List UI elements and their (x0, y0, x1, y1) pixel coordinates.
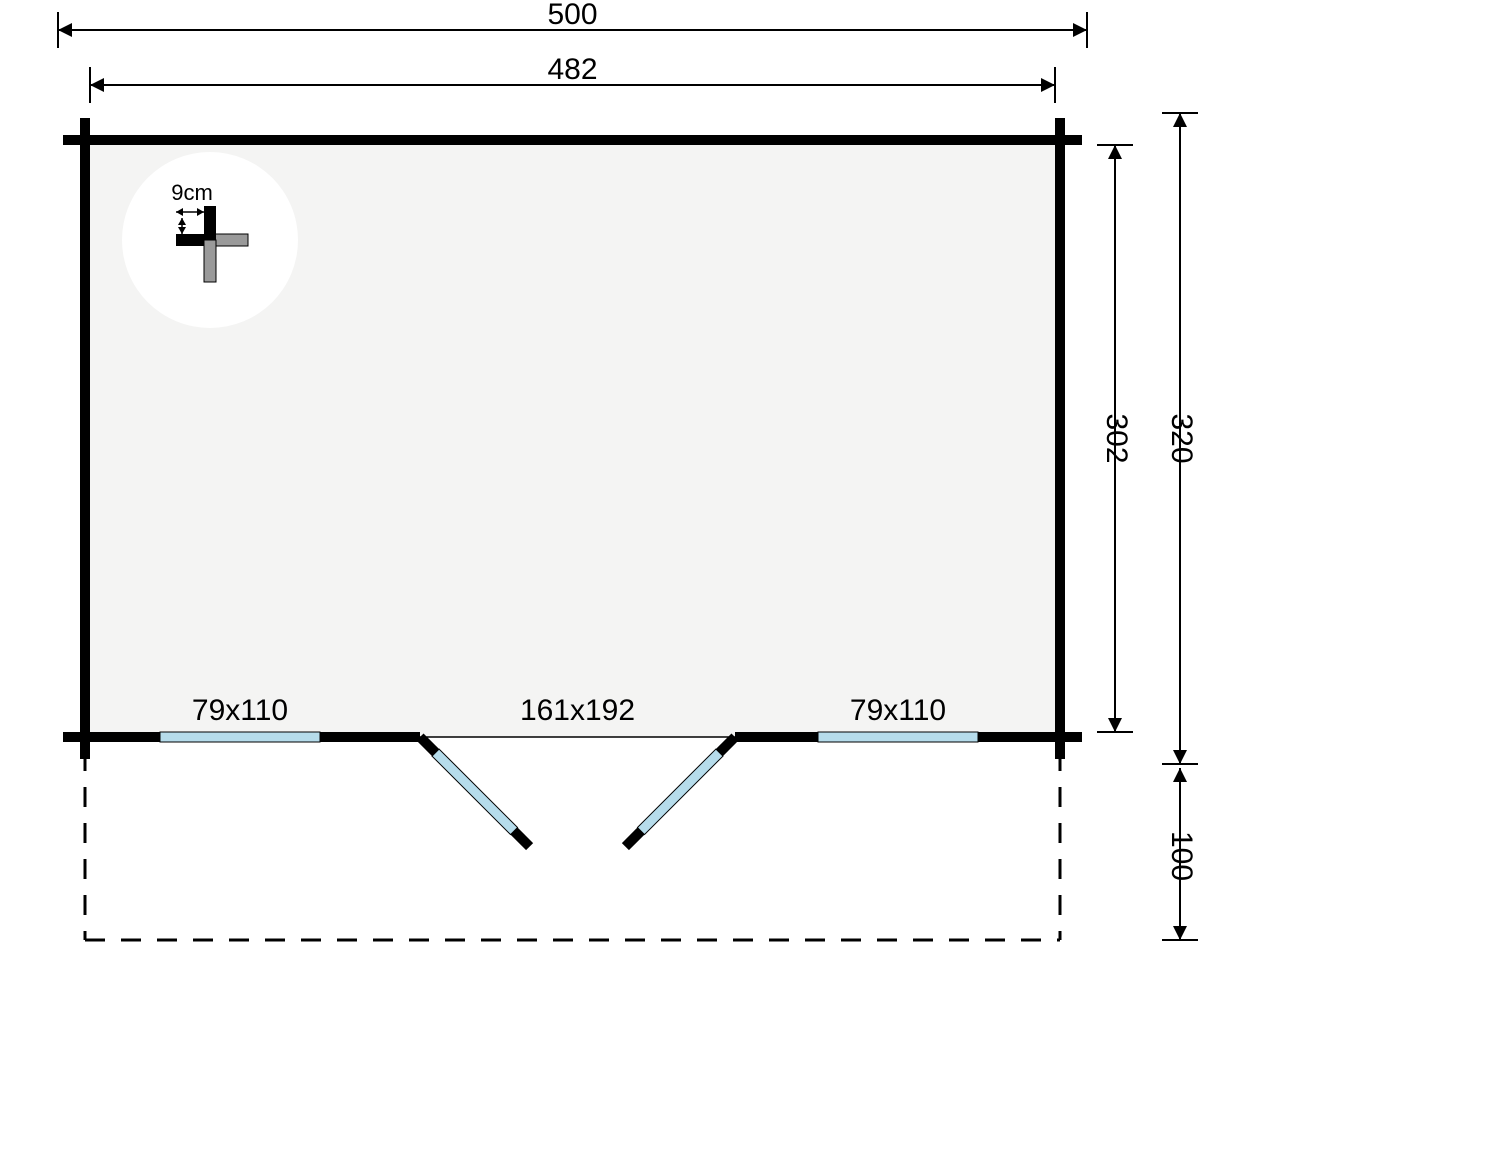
label-window-right: 79x110 (850, 694, 946, 727)
dim-right-inner: 302 (1100, 413, 1133, 463)
dim-right-outer: 320 (1165, 413, 1198, 463)
door-left-panel (416, 733, 533, 850)
dim-top-outer: 500 (547, 0, 597, 31)
wall-right (1055, 118, 1065, 759)
detail-v-grey (204, 240, 216, 282)
window-left (160, 732, 320, 742)
detail-label: 9cm (171, 180, 213, 205)
dim-right-lower: 100 (1165, 831, 1198, 881)
door-right-panel (622, 733, 739, 850)
dim-top-inner: 482 (547, 53, 597, 86)
floor-plan-drawing: 500 482 302 320 100 79x110 161x192 79x110 9cm (0, 0, 1500, 1165)
label-window-left: 79x110 (192, 694, 288, 727)
label-door: 161x192 (520, 694, 635, 727)
wall-bottom-2 (320, 732, 420, 742)
wall-bottom-4 (978, 732, 1082, 742)
wall-left (80, 118, 90, 759)
wall-bottom-3 (735, 732, 818, 742)
wall-top (63, 135, 1082, 145)
detail-v-black (204, 206, 216, 240)
window-right (818, 732, 978, 742)
wall-bottom-1 (63, 732, 160, 742)
